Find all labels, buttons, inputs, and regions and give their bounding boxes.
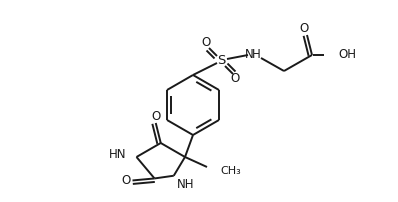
Text: O: O — [201, 37, 211, 49]
Text: OH: OH — [338, 48, 356, 61]
Text: O: O — [151, 110, 160, 123]
Text: O: O — [121, 174, 130, 187]
Text: NH: NH — [177, 178, 194, 191]
Text: CH₃: CH₃ — [220, 166, 241, 176]
Text: O: O — [299, 21, 308, 35]
Text: HN: HN — [109, 147, 127, 161]
Text: S: S — [217, 55, 225, 67]
Text: N: N — [245, 48, 254, 61]
Text: O: O — [230, 73, 240, 85]
Text: H: H — [252, 48, 260, 61]
